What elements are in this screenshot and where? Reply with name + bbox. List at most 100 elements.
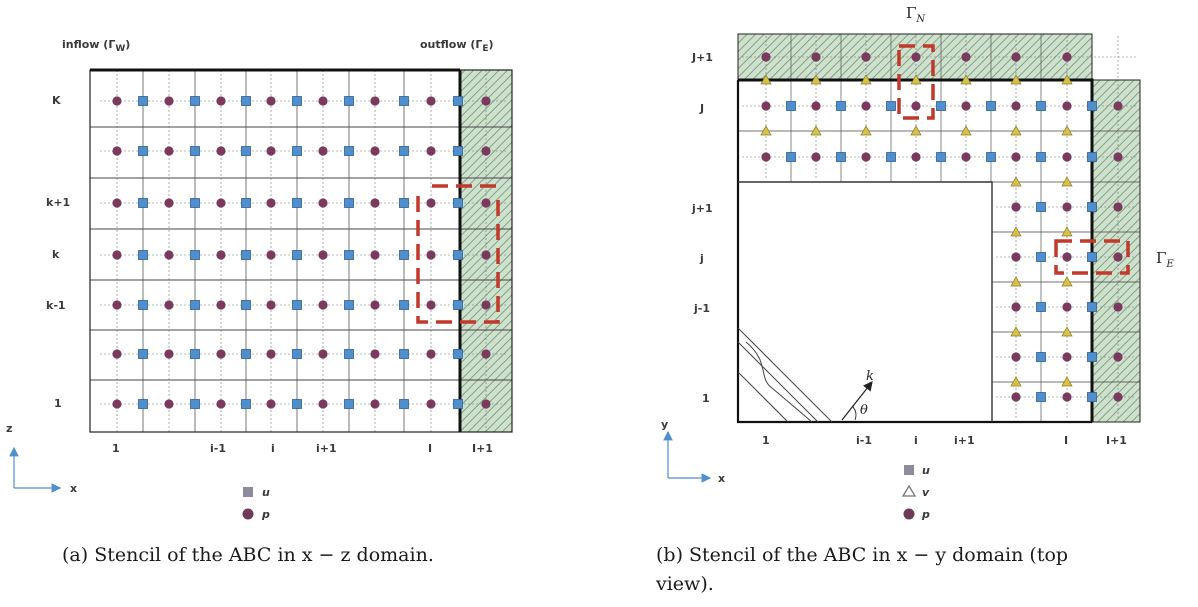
u-node <box>190 349 200 359</box>
row-label-K: K <box>52 94 61 107</box>
v-node <box>1061 125 1073 136</box>
p-node <box>318 250 328 260</box>
col-label-i: i <box>914 434 918 447</box>
u-node <box>241 198 251 208</box>
row-label-1: 1 <box>54 397 62 410</box>
outflow-label: outflow (ΓE) <box>420 38 494 54</box>
p-node <box>761 101 771 111</box>
p-node <box>318 96 328 106</box>
panel-a-legend: u p <box>242 486 270 521</box>
p-node <box>112 300 122 310</box>
legend-p-label: p <box>921 508 930 521</box>
p-node <box>266 146 276 156</box>
p-node <box>961 101 971 111</box>
u-node <box>836 101 846 111</box>
p-node <box>318 300 328 310</box>
p-node <box>811 152 821 162</box>
legend-square-icon <box>904 465 914 475</box>
p-node <box>1011 352 1021 362</box>
p-node <box>216 349 226 359</box>
row-label-k-plus-1: k+1 <box>46 196 70 209</box>
p-node <box>1011 101 1021 111</box>
axis-label-x: x <box>718 472 725 485</box>
row-label-1: 1 <box>702 392 710 405</box>
row-label-j-plus-1: j+1 <box>691 202 713 215</box>
p-node <box>266 300 276 310</box>
p-node <box>318 349 328 359</box>
p-node <box>112 399 122 409</box>
col-label-I-plus-1: I+1 <box>1106 434 1127 447</box>
panel-b-caption-line2: view). <box>655 573 714 595</box>
p-node <box>481 198 491 208</box>
row-label-J: J <box>699 102 704 115</box>
wave-vector-arrow <box>841 381 873 421</box>
p-node <box>426 198 436 208</box>
p-node <box>481 96 491 106</box>
u-node <box>138 399 148 409</box>
u-node <box>399 300 409 310</box>
p-node <box>266 198 276 208</box>
p-node <box>811 101 821 111</box>
panel-b-col-labels: 1 i-1 i i+1 I I+1 <box>762 434 1127 447</box>
panel-a-highlight-stencil <box>416 184 500 324</box>
u-node <box>1087 202 1097 212</box>
p-node <box>112 250 122 260</box>
col-label-i-minus-1: i-1 <box>210 442 226 455</box>
u-node <box>344 250 354 260</box>
p-node <box>1062 202 1072 212</box>
u-node <box>344 349 354 359</box>
legend-u-label: u <box>262 486 270 499</box>
u-node <box>1036 302 1046 312</box>
p-node <box>811 52 821 62</box>
panel-b-east-absorbing-layer <box>1092 80 1140 422</box>
p-node <box>266 250 276 260</box>
p-node <box>481 300 491 310</box>
u-node <box>138 198 148 208</box>
p-node <box>216 300 226 310</box>
p-node <box>1062 152 1072 162</box>
p-node <box>961 52 971 62</box>
u-node <box>453 349 463 359</box>
v-node <box>1061 276 1073 287</box>
v-node <box>1061 176 1073 187</box>
p-node <box>426 300 436 310</box>
v-node <box>1061 226 1073 237</box>
u-node <box>344 300 354 310</box>
panel-b-inner-corner <box>738 181 993 422</box>
u-node <box>241 399 251 409</box>
v-node <box>1010 376 1022 387</box>
u-node <box>138 250 148 260</box>
u-node <box>886 101 896 111</box>
v-node <box>1061 376 1073 387</box>
row-label-J-plus-1: J+1 <box>691 51 713 64</box>
u-node <box>986 101 996 111</box>
u-node <box>936 101 946 111</box>
u-node <box>292 399 302 409</box>
u-node <box>138 300 148 310</box>
panel-a-col-labels: 1 i-1 i i+1 I I+1 <box>112 442 493 455</box>
legend-u-label: u <box>922 464 930 477</box>
p-node <box>370 300 380 310</box>
u-node <box>453 399 463 409</box>
legend-circle-icon <box>242 508 254 520</box>
u-node <box>190 198 200 208</box>
p-node <box>370 250 380 260</box>
p-node <box>1113 352 1123 362</box>
v-node <box>1061 74 1073 85</box>
v-node <box>1010 226 1022 237</box>
p-node <box>112 96 122 106</box>
u-node <box>241 96 251 106</box>
p-node <box>1113 392 1123 402</box>
u-node <box>344 399 354 409</box>
inflow-label: inflow (ΓW) <box>62 38 130 54</box>
p-node <box>1113 302 1123 312</box>
panel-b-axes: y x <box>661 418 725 485</box>
p-node <box>370 146 380 156</box>
angle-label: θ <box>860 403 868 418</box>
v-node <box>810 74 822 85</box>
panel-b-wave-lines <box>737 327 833 423</box>
v-node <box>810 125 822 136</box>
col-label-i-minus-1: i-1 <box>856 434 872 447</box>
v-node <box>860 125 872 136</box>
